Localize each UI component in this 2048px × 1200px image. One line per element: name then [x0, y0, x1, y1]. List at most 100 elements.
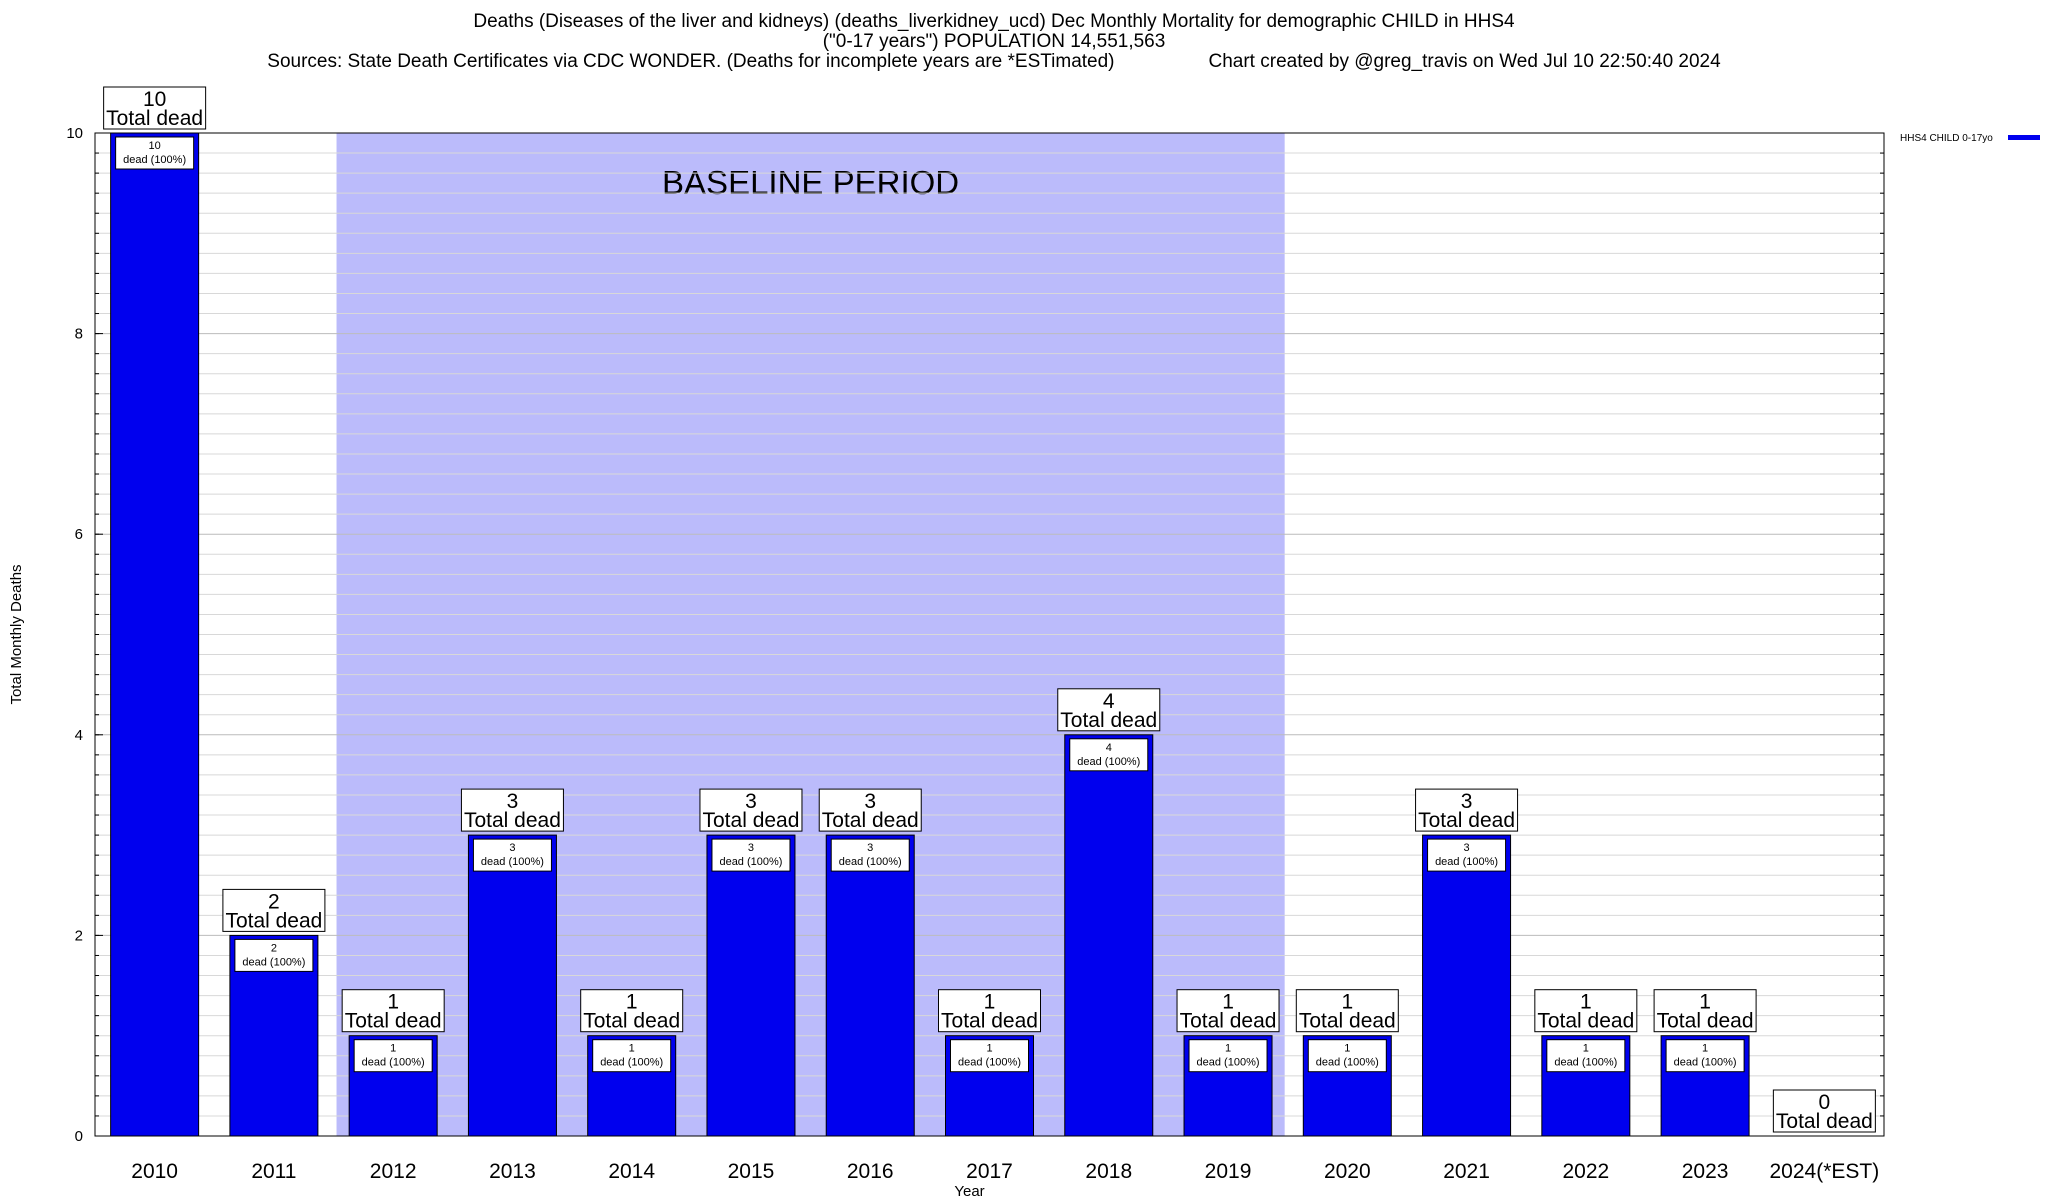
bar-total-label-box	[103, 86, 207, 130]
x-axis-title: Year	[954, 1183, 984, 1200]
y-tick-label: 10	[66, 125, 83, 142]
bar-inner-percent-label: dead (100%)	[600, 1057, 663, 1069]
bar-inner-label-box	[950, 1039, 1029, 1073]
bar-total-value-label: 10	[143, 88, 166, 111]
x-tick-label: 2011	[251, 1160, 296, 1183]
bar	[467, 834, 557, 1137]
bar-inner-value-label: 1	[1225, 1043, 1231, 1055]
bar-inner-label-box	[830, 838, 910, 872]
bar-inner-label-box	[1069, 738, 1149, 772]
bar-inner-label-box	[353, 1039, 433, 1073]
bar-inner-value-label: 3	[867, 842, 873, 854]
bar-total-caption-label: Total dead	[345, 1010, 442, 1033]
bar-total-label-box	[1057, 688, 1161, 732]
bar-inner-percent-label: dead (100%)	[719, 856, 782, 868]
bar-total-value-label: 1	[1699, 991, 1711, 1014]
bar-total-value-label: 1	[1341, 991, 1353, 1014]
bar-inner-label-box	[592, 1039, 672, 1073]
bar	[1064, 734, 1154, 1137]
bar-total-caption-label: Total dead	[225, 909, 322, 932]
bar-total-caption-label: Total dead	[822, 809, 919, 832]
x-tick-label: 2020	[1324, 1160, 1371, 1183]
bar-total-value-label: 2	[268, 890, 280, 913]
bar-inner-percent-label: dead (100%)	[1316, 1057, 1379, 1069]
bar-inner-value-label: 1	[629, 1043, 635, 1055]
x-tick-label: 2018	[1085, 1160, 1132, 1183]
y-tick-label: 6	[75, 526, 83, 543]
chart-header: Deaths (Diseases of the liver and kidney…	[0, 12, 1988, 72]
axes-layer: 2010 2011 2012 2013 2014 2015 2016 2017 2018 2019…	[8, 125, 2040, 1200]
x-tick-label: 2016	[847, 1160, 894, 1183]
bar-total-label-box	[460, 788, 564, 832]
bar-inner-label-box	[711, 838, 791, 872]
x-tick-label: 2015	[728, 1160, 775, 1183]
baseline-period-label: BASELINE PERIOD	[662, 164, 959, 201]
bar-total-caption-label: Total dead	[1776, 1110, 1873, 1133]
bar-inner-percent-label: dead (100%)	[958, 1057, 1021, 1069]
bar-inner-value-label: 2	[271, 942, 277, 954]
bar-total-value-label: 1	[387, 991, 399, 1014]
x-tick-label: 2013	[489, 1160, 536, 1183]
bar-inner-label-box	[1665, 1039, 1745, 1073]
bar-total-value-label: 1	[984, 991, 996, 1014]
bar-inner-percent-label: dead (100%)	[362, 1057, 425, 1069]
bar-inner-value-label: 3	[1464, 842, 1470, 854]
y-axis-title: Total Monthly Deaths	[8, 564, 25, 704]
bar	[1422, 834, 1512, 1137]
bar-total-label-box	[938, 989, 1041, 1033]
bar-total-label-box	[1772, 1089, 1876, 1133]
bar	[706, 834, 796, 1137]
bar-total-caption-label: Total dead	[1657, 1010, 1754, 1033]
x-tick-label: 2024(*EST)	[1770, 1160, 1880, 1183]
bar-inner-label-box	[472, 838, 552, 872]
bar-inner-value-label: 1	[986, 1043, 992, 1055]
bar-inner-value-label: 10	[149, 140, 161, 152]
bar-total-label-box	[1295, 989, 1399, 1033]
bar-total-label-box	[1415, 788, 1519, 832]
bar-inner-percent-label: dead (100%)	[1435, 856, 1498, 868]
bar-inner-value-label: 1	[1583, 1043, 1589, 1055]
y-tick-label: 8	[75, 326, 83, 343]
y-tick-label: 2	[75, 927, 83, 944]
y-tick-label: 0	[75, 1128, 83, 1145]
bar-inner-percent-label: dead (100%)	[123, 154, 186, 166]
bar-total-value-label: 3	[507, 790, 519, 813]
x-tick-label: 2010	[131, 1160, 178, 1183]
x-tick-label: 2021	[1443, 1160, 1490, 1183]
bar-inner-percent-label: dead (100%)	[481, 856, 544, 868]
y-tick-label: 4	[75, 727, 83, 744]
bar-total-caption-label: Total dead	[1060, 709, 1157, 732]
chart-population-line: ("0-17 years") POPULATION 14,551,563	[822, 31, 1166, 52]
bar-inner-label-box	[1307, 1039, 1387, 1073]
bar-inner-percent-label: dead (100%)	[1674, 1057, 1737, 1069]
bar-total-value-label: 4	[1103, 690, 1115, 713]
x-tick-label: 2017	[966, 1160, 1013, 1183]
bar-total-value-label: 1	[626, 991, 638, 1014]
bar-inner-percent-label: dead (100%)	[242, 956, 305, 968]
bar-total-label-box	[1534, 989, 1638, 1033]
bar-inner-percent-label: dead (100%)	[1077, 756, 1140, 768]
bar	[825, 834, 915, 1137]
bar-inner-value-label: 3	[509, 842, 515, 854]
bar-total-label-box	[341, 989, 445, 1033]
bar-total-value-label: 3	[745, 790, 757, 813]
bar-total-value-label: 3	[1461, 790, 1473, 813]
bar-inner-label-box	[1427, 838, 1507, 872]
bar-total-label-box	[1653, 989, 1757, 1033]
bar-total-caption-label: Total dead	[1180, 1010, 1277, 1033]
bar-inner-value-label: 4	[1106, 742, 1112, 754]
bar-inner-value-label: 1	[1344, 1043, 1350, 1055]
bar-inner-label-box	[1188, 1039, 1268, 1073]
bar-total-label-box	[818, 788, 922, 832]
bar-total-caption-label: Total dead	[1418, 809, 1515, 832]
bar-inner-value-label: 3	[748, 842, 754, 854]
bar-total-caption-label: Total dead	[106, 107, 203, 130]
bar-inner-label-box	[115, 136, 195, 170]
bar-inner-percent-label: dead (100%)	[839, 856, 902, 868]
x-tick-label: 2022	[1562, 1160, 1609, 1183]
bar	[110, 132, 200, 1137]
bar-inner-value-label: 1	[390, 1043, 396, 1055]
bar-inner-percent-label: dead (100%)	[1554, 1057, 1617, 1069]
